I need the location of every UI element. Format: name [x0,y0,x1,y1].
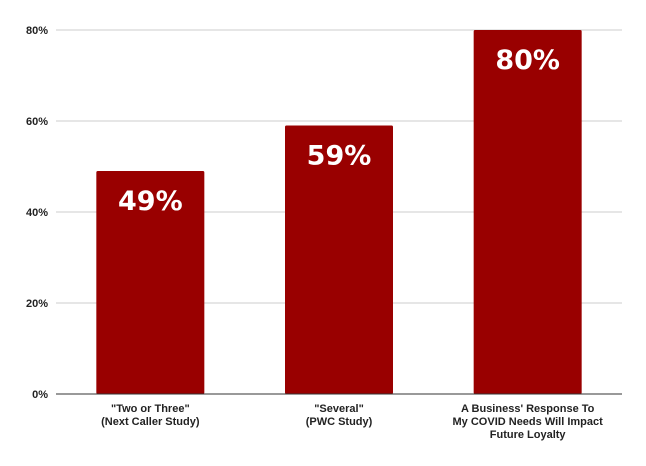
x-category-label-line: "Several" [314,403,364,415]
data-label: 59% [307,141,372,172]
x-category-label: "Two or Three" (Next Caller Study) [101,403,200,428]
y-tick-label: 80% [26,25,48,37]
y-tick-label: 60% [26,116,48,128]
data-label: 49% [118,186,183,217]
bar [96,171,205,394]
bar [473,30,582,394]
bar [285,125,393,395]
x-category-label-line: (Next Caller Study) [101,416,200,428]
y-tick-label: 40% [26,207,48,219]
x-category-label-line: "Two or Three" [111,403,190,415]
y-axis-ticks: 0% 20% 40% 60% 80% [26,25,48,401]
y-tick-label: 20% [26,298,48,310]
x-category-label-line: My COVID Needs Will Impact [453,416,604,428]
y-tick-label: 0% [32,389,48,401]
x-category-label-line: Future Loyalty [490,429,567,441]
bars [96,30,582,395]
x-axis-labels: "Two or Three" (Next Caller Study) "Severa… [101,403,603,441]
x-category-label: "Several" (PWC Study) [306,403,373,428]
x-category-label-line: (PWC Study) [306,416,373,428]
data-labels: 49% 59% 80% [118,45,560,217]
data-label: 80% [495,45,560,76]
x-category-label-line: A Business' Response To [461,403,595,415]
x-category-label: A Business' Response To My COVID Needs Wi… [453,403,604,441]
